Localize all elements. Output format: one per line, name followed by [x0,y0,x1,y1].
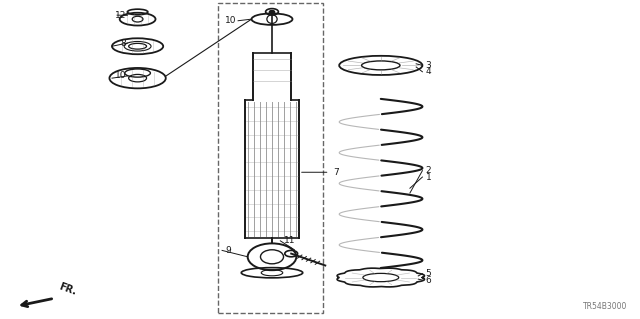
Circle shape [269,11,275,13]
Text: TR54B3000: TR54B3000 [583,302,627,311]
Text: 11: 11 [284,236,295,245]
Text: 10: 10 [225,16,237,25]
Bar [218,3,323,313]
Text: 7: 7 [333,168,339,177]
Text: 6: 6 [426,276,431,285]
Text: 8: 8 [120,39,126,48]
Text: 3: 3 [426,61,431,70]
Text: 9: 9 [225,246,231,255]
Text: 12: 12 [115,11,126,20]
Text: 4: 4 [426,67,431,76]
Text: 10: 10 [115,71,126,80]
Text: FR.: FR. [58,281,78,297]
Text: 1: 1 [426,173,431,182]
Text: 2: 2 [426,166,431,175]
Text: 5: 5 [426,269,431,278]
